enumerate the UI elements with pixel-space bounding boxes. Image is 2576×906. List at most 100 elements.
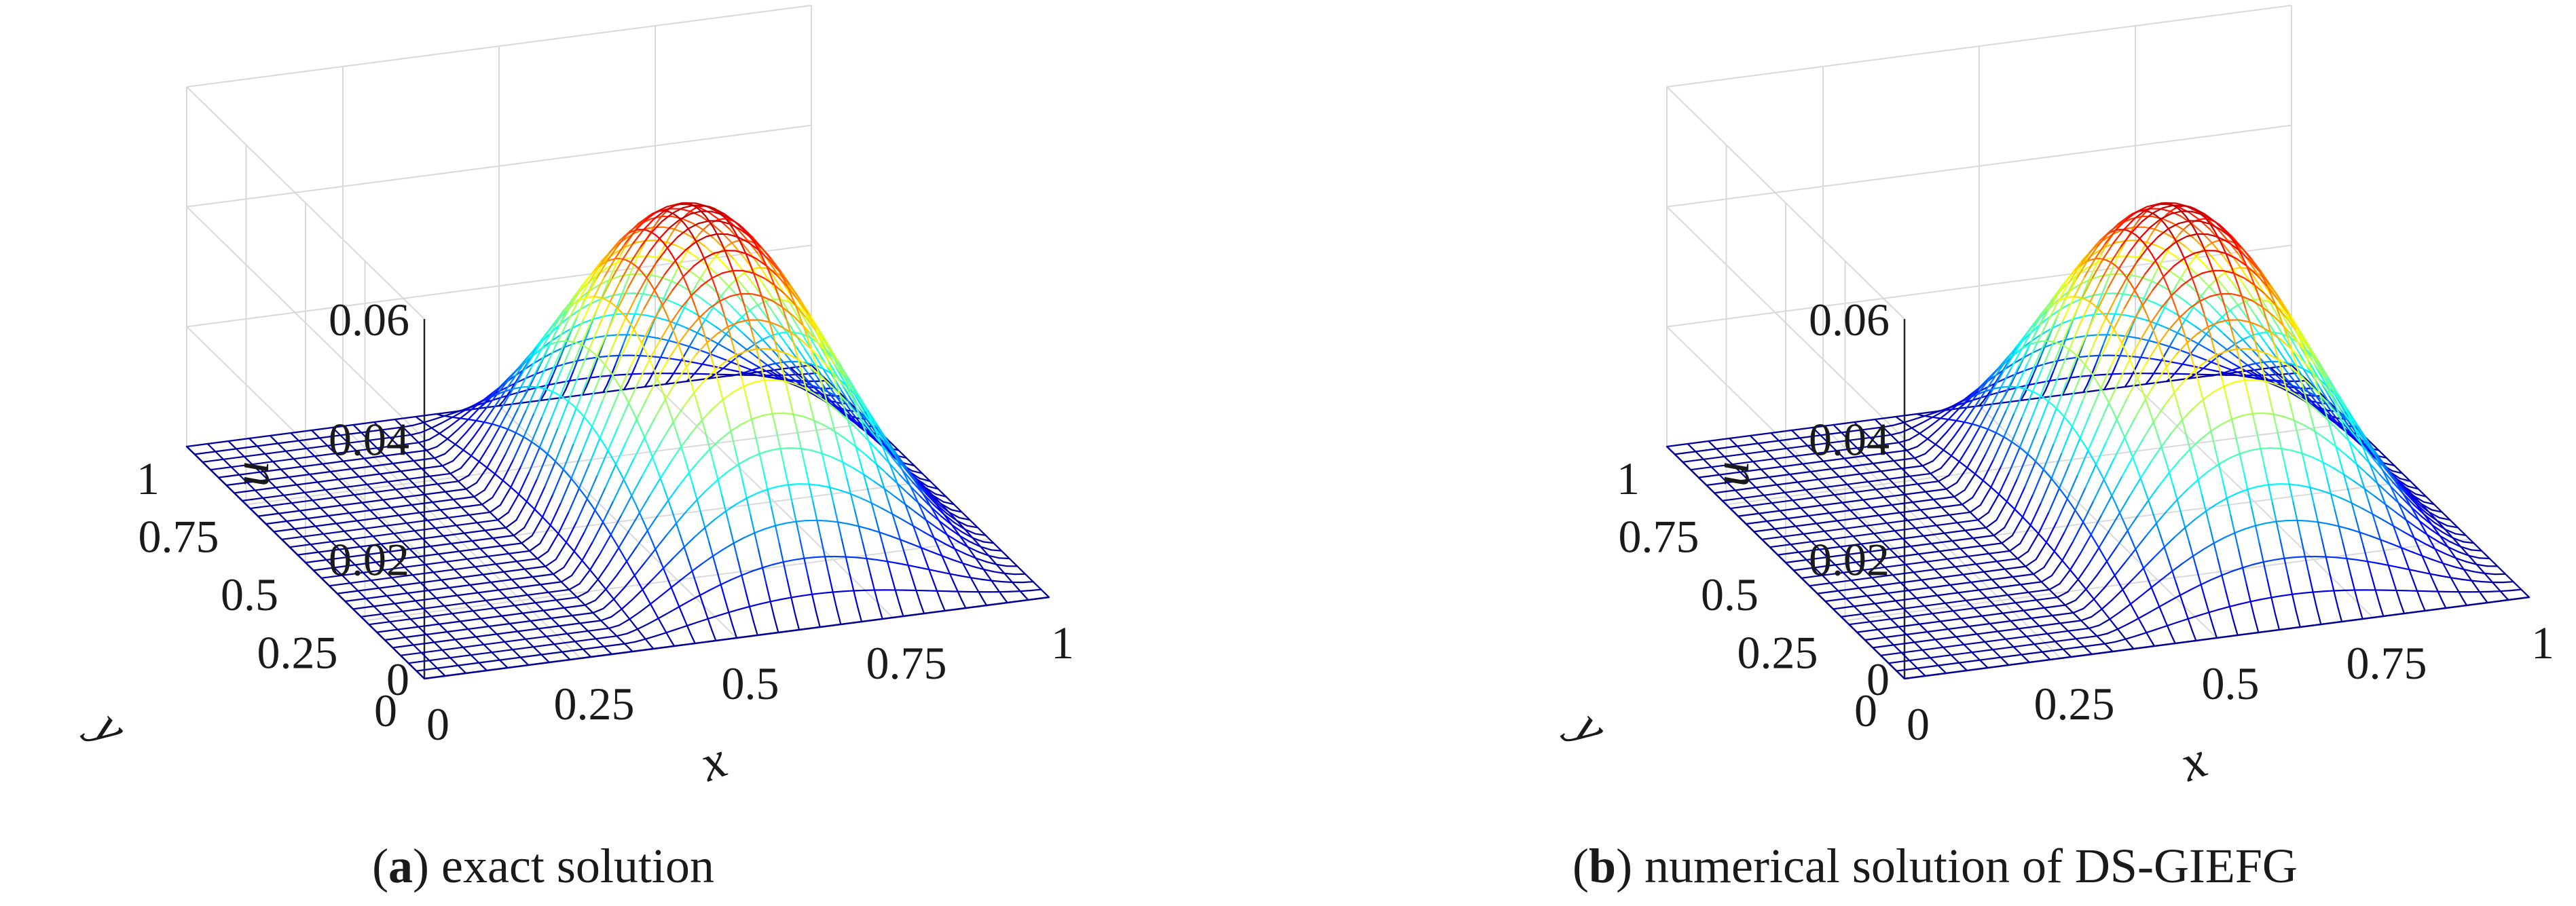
surface-mesh-segment [323, 533, 329, 539]
surface-mesh-segment [842, 590, 855, 592]
surface-mesh-segment [724, 286, 730, 292]
surface-mesh-segment [552, 567, 565, 575]
surface-mesh-segment [713, 343, 719, 350]
surface-mesh-segment [1902, 418, 1915, 423]
surface-mesh-segment [1765, 542, 1771, 548]
surface-mesh-segment [352, 423, 358, 430]
surface-mesh-segment [514, 638, 527, 641]
surface-mesh-segment [2015, 333, 2028, 347]
surface-mesh-segment [573, 531, 586, 552]
surface-mesh-segment [561, 651, 567, 657]
surface-mesh-segment [657, 337, 669, 341]
surface-mesh-segment [693, 257, 705, 267]
surface-mesh-segment [483, 473, 496, 491]
surface-mesh-segment [720, 357, 732, 363]
surface-mesh-segment [217, 475, 230, 478]
surface-mesh-segment [851, 397, 864, 413]
surface-mesh-segment [1955, 467, 1968, 484]
surface-mesh-segment [605, 635, 618, 639]
surface-mesh-segment [652, 567, 665, 580]
surface-mesh-segment [1921, 416, 1934, 424]
surface-mesh-segment [454, 672, 467, 676]
surface-mesh-segment [251, 497, 264, 500]
surface-mesh-segment [2156, 359, 2163, 368]
surface-mesh-segment [2111, 373, 2124, 375]
surface-mesh-segment [557, 533, 564, 539]
surface-mesh-segment [532, 646, 538, 652]
surface-mesh-segment [1801, 426, 1814, 430]
surface-mesh-segment [674, 202, 686, 206]
surface-mesh-segment [363, 421, 375, 425]
surface-mesh-segment [1790, 542, 1802, 546]
surface-mesh-segment [408, 512, 421, 515]
surface-mesh-segment [730, 430, 736, 449]
surface-mesh-segment [562, 309, 568, 315]
surface-mesh-segment [904, 504, 917, 514]
surface-mesh-segment [517, 630, 523, 637]
surface-mesh-segment [415, 633, 428, 637]
surface-mesh-segment [325, 557, 338, 561]
surface-mesh-segment [387, 480, 393, 487]
surface-mesh-segment [616, 633, 628, 637]
surface-mesh-segment [872, 451, 878, 466]
surface-mesh-segment [525, 386, 538, 411]
surface-mesh-segment [656, 247, 669, 263]
surface-mesh-segment [677, 343, 683, 356]
surface-mesh-segment [1898, 512, 1905, 518]
surface-mesh-segment [1805, 487, 1817, 491]
surface-mesh-segment [1895, 415, 1901, 421]
surface-mesh-segment [1807, 443, 1819, 447]
surface-mesh-segment [513, 603, 526, 607]
surface-mesh-segment [689, 379, 695, 394]
surface-mesh-segment [707, 260, 713, 267]
surface-mesh-segment [1838, 476, 1844, 482]
surface-mesh-segment [1913, 457, 1919, 463]
surface-mesh-segment [797, 373, 803, 379]
surface-mesh-segment [864, 409, 870, 419]
surface-mesh-segment [378, 436, 391, 440]
surface-mesh-segment [670, 586, 676, 598]
surface-mesh-segment [912, 525, 918, 538]
surface-mesh-segment [604, 279, 610, 290]
surface-mesh-segment [418, 624, 430, 628]
surface-mesh-segment [433, 640, 446, 643]
surface-mesh-segment [290, 466, 303, 469]
surface-mesh-segment [1919, 508, 1932, 511]
surface-mesh-segment [477, 590, 490, 594]
surface-mesh-segment [590, 504, 596, 511]
surface-mesh-segment [532, 350, 538, 356]
surface-mesh-segment [514, 360, 527, 377]
surface-mesh-segment [719, 300, 725, 315]
surface-mesh-segment [951, 509, 963, 513]
surface-mesh-segment [811, 449, 823, 455]
surface-mesh-segment [1024, 573, 1030, 579]
surface-mesh-segment [590, 269, 596, 276]
surface-mesh-segment [526, 478, 538, 503]
surface-mesh-segment [400, 470, 406, 476]
surface-mesh-segment [1976, 428, 1989, 451]
surface-mesh-segment [924, 558, 930, 571]
surface-mesh-segment [692, 204, 698, 209]
surface-mesh-segment [677, 328, 690, 345]
surface-mesh-segment [2082, 314, 2095, 318]
surface-mesh-segment [630, 342, 643, 366]
surface-mesh-segment [814, 360, 820, 376]
surface-mesh-segment [667, 280, 673, 291]
surface-mesh-segment [321, 463, 327, 469]
surface-mesh-segment [642, 271, 648, 279]
surface-mesh-segment [257, 478, 269, 483]
surface-mesh-segment [476, 521, 489, 524]
surface-mesh-segment [876, 559, 889, 563]
surface-mesh-segment [938, 520, 944, 529]
surface-mesh-segment [828, 345, 834, 355]
surface-mesh-segment [480, 616, 492, 620]
surface-mesh-segment [672, 366, 678, 375]
surface-mesh-segment [1902, 421, 1909, 426]
surface-mesh-segment [542, 609, 549, 616]
surface-mesh-segment [1708, 438, 1720, 442]
surface-mesh-segment [1830, 502, 1843, 505]
surface-mesh-segment [511, 612, 523, 616]
surface-mesh-segment [991, 580, 1003, 583]
surface-mesh-segment [562, 468, 568, 475]
surface-mesh-segment [1836, 520, 1842, 526]
